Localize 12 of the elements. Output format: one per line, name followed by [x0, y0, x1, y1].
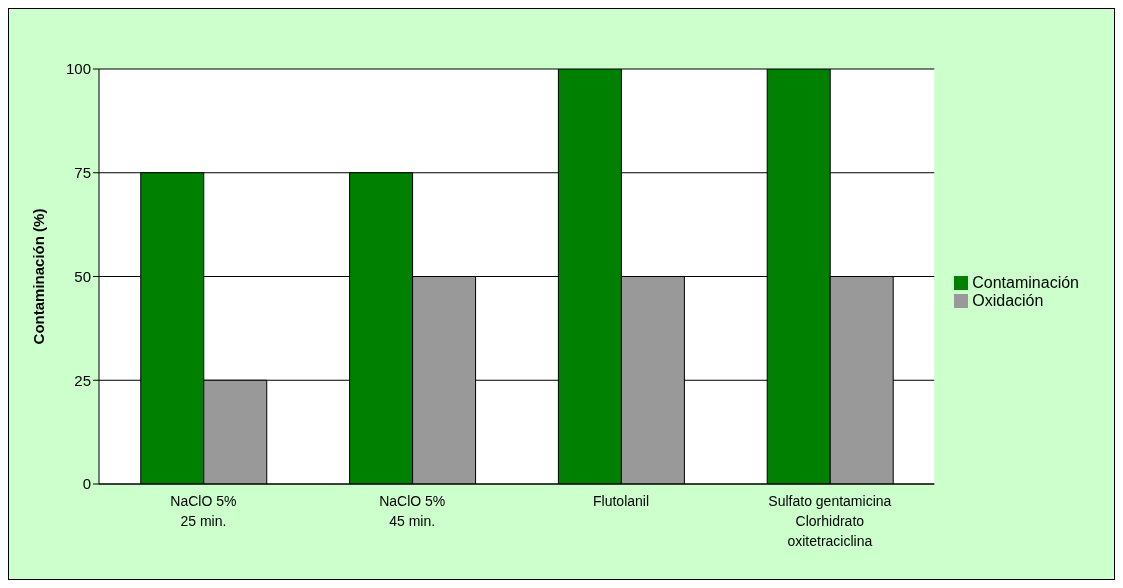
y-axis-title: Contaminación (%)	[30, 208, 48, 345]
y-tick-label: 0	[82, 475, 91, 493]
legend-label: Oxidación	[972, 291, 1044, 309]
x-tick-label: NaClO 5% 45 min.	[379, 493, 446, 529]
y-tick-label: 75	[74, 164, 91, 182]
x-tick-label: Sulfato gentamicina Clorhidrato oxitetraciclina	[768, 493, 892, 549]
x-tick-label: NaClO 5% 25 min.	[170, 493, 237, 529]
y-tick-label: 100	[65, 60, 91, 78]
y-tick-label: 25	[74, 371, 91, 389]
y-tick-label: 50	[74, 267, 91, 285]
legend-label: Contaminación	[972, 273, 1079, 291]
x-tick-label: Flutolanil	[593, 493, 650, 509]
